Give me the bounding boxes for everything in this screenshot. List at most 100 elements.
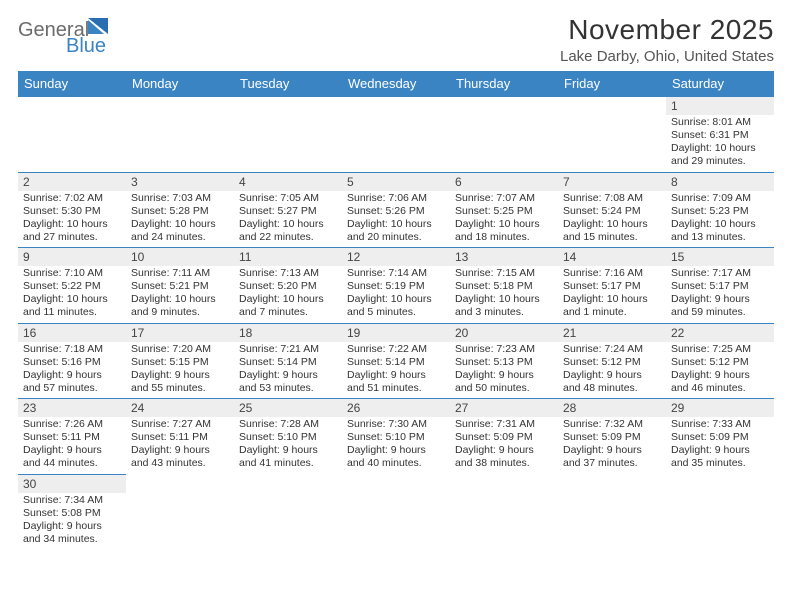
- sunrise-text: Sunrise: 7:23 AM: [455, 343, 553, 356]
- sunrise-text: Sunrise: 7:06 AM: [347, 192, 445, 205]
- daylight-text: Daylight: 9 hours: [23, 444, 121, 457]
- daylight-text: Daylight: 10 hours: [131, 293, 229, 306]
- sunrise-text: Sunrise: 7:13 AM: [239, 267, 337, 280]
- sunset-text: Sunset: 5:12 PM: [563, 356, 661, 369]
- day-number: 25: [234, 399, 342, 417]
- daylight-text: and 48 minutes.: [563, 382, 661, 395]
- sunset-text: Sunset: 5:17 PM: [563, 280, 661, 293]
- sunrise-text: Sunrise: 7:22 AM: [347, 343, 445, 356]
- calendar-cell: [450, 474, 558, 550]
- daylight-text: Daylight: 9 hours: [239, 369, 337, 382]
- calendar-cell: 17Sunrise: 7:20 AMSunset: 5:15 PMDayligh…: [126, 323, 234, 399]
- day-number: 10: [126, 248, 234, 266]
- day-number: 27: [450, 399, 558, 417]
- calendar-cell: 2Sunrise: 7:02 AMSunset: 5:30 PMDaylight…: [18, 172, 126, 248]
- calendar-cell: [666, 474, 774, 550]
- day-number: 21: [558, 324, 666, 342]
- calendar-row: 2Sunrise: 7:02 AMSunset: 5:30 PMDaylight…: [18, 172, 774, 248]
- calendar-cell: 13Sunrise: 7:15 AMSunset: 5:18 PMDayligh…: [450, 248, 558, 324]
- daylight-text: and 5 minutes.: [347, 306, 445, 319]
- calendar-cell: 4Sunrise: 7:05 AMSunset: 5:27 PMDaylight…: [234, 172, 342, 248]
- day-details: Sunrise: 7:05 AMSunset: 5:27 PMDaylight:…: [234, 191, 342, 248]
- day-details: Sunrise: 7:34 AMSunset: 5:08 PMDaylight:…: [18, 493, 126, 550]
- sunrise-text: Sunrise: 7:26 AM: [23, 418, 121, 431]
- calendar-cell: [342, 474, 450, 550]
- daylight-text: and 3 minutes.: [455, 306, 553, 319]
- day-details: Sunrise: 8:01 AMSunset: 6:31 PMDaylight:…: [666, 115, 774, 172]
- sunrise-text: Sunrise: 7:27 AM: [131, 418, 229, 431]
- calendar-cell: 29Sunrise: 7:33 AMSunset: 5:09 PMDayligh…: [666, 399, 774, 475]
- daylight-text: Daylight: 10 hours: [563, 293, 661, 306]
- calendar-cell: [342, 97, 450, 173]
- daylight-text: Daylight: 9 hours: [239, 444, 337, 457]
- day-number: 19: [342, 324, 450, 342]
- day-number: 14: [558, 248, 666, 266]
- sunset-text: Sunset: 5:22 PM: [23, 280, 121, 293]
- day-number: 8: [666, 173, 774, 191]
- daylight-text: Daylight: 9 hours: [131, 444, 229, 457]
- day-number: 11: [234, 248, 342, 266]
- daylight-text: and 29 minutes.: [671, 155, 769, 168]
- daylight-text: Daylight: 10 hours: [239, 218, 337, 231]
- day-details: Sunrise: 7:07 AMSunset: 5:25 PMDaylight:…: [450, 191, 558, 248]
- sunset-text: Sunset: 5:12 PM: [671, 356, 769, 369]
- day-details: Sunrise: 7:20 AMSunset: 5:15 PMDaylight:…: [126, 342, 234, 399]
- day-details: Sunrise: 7:03 AMSunset: 5:28 PMDaylight:…: [126, 191, 234, 248]
- daylight-text: Daylight: 10 hours: [239, 293, 337, 306]
- daylight-text: and 34 minutes.: [23, 533, 121, 546]
- logo-svg: General Blue: [18, 14, 138, 54]
- sunrise-text: Sunrise: 7:15 AM: [455, 267, 553, 280]
- daylight-text: and 38 minutes.: [455, 457, 553, 470]
- title-block: November 2025 Lake Darby, Ohio, United S…: [560, 14, 774, 65]
- daylight-text: and 22 minutes.: [239, 231, 337, 244]
- daylight-text: Daylight: 10 hours: [347, 293, 445, 306]
- day-details: Sunrise: 7:16 AMSunset: 5:17 PMDaylight:…: [558, 266, 666, 323]
- daylight-text: and 7 minutes.: [239, 306, 337, 319]
- day-details: Sunrise: 7:18 AMSunset: 5:16 PMDaylight:…: [18, 342, 126, 399]
- sunset-text: Sunset: 5:21 PM: [131, 280, 229, 293]
- daylight-text: Daylight: 10 hours: [455, 218, 553, 231]
- daylight-text: and 37 minutes.: [563, 457, 661, 470]
- day-number: 29: [666, 399, 774, 417]
- weekday-header-row: Sunday Monday Tuesday Wednesday Thursday…: [18, 71, 774, 97]
- day-details: Sunrise: 7:23 AMSunset: 5:13 PMDaylight:…: [450, 342, 558, 399]
- weekday-header: Saturday: [666, 71, 774, 97]
- sunrise-text: Sunrise: 7:07 AM: [455, 192, 553, 205]
- daylight-text: and 18 minutes.: [455, 231, 553, 244]
- daylight-text: Daylight: 9 hours: [671, 293, 769, 306]
- calendar-cell: 14Sunrise: 7:16 AMSunset: 5:17 PMDayligh…: [558, 248, 666, 324]
- sunset-text: Sunset: 5:28 PM: [131, 205, 229, 218]
- calendar-cell: 30Sunrise: 7:34 AMSunset: 5:08 PMDayligh…: [18, 474, 126, 550]
- day-number: 17: [126, 324, 234, 342]
- day-details: Sunrise: 7:15 AMSunset: 5:18 PMDaylight:…: [450, 266, 558, 323]
- sunrise-text: Sunrise: 7:14 AM: [347, 267, 445, 280]
- day-details: Sunrise: 7:17 AMSunset: 5:17 PMDaylight:…: [666, 266, 774, 323]
- daylight-text: Daylight: 9 hours: [23, 520, 121, 533]
- calendar-cell: 16Sunrise: 7:18 AMSunset: 5:16 PMDayligh…: [18, 323, 126, 399]
- calendar-cell: [558, 474, 666, 550]
- brand-logo: General Blue: [18, 14, 138, 54]
- day-details: Sunrise: 7:13 AMSunset: 5:20 PMDaylight:…: [234, 266, 342, 323]
- daylight-text: and 9 minutes.: [131, 306, 229, 319]
- sunset-text: Sunset: 5:17 PM: [671, 280, 769, 293]
- brand-word2: Blue: [66, 35, 106, 54]
- sunset-text: Sunset: 5:18 PM: [455, 280, 553, 293]
- day-number: 3: [126, 173, 234, 191]
- sunrise-text: Sunrise: 7:10 AM: [23, 267, 121, 280]
- daylight-text: Daylight: 9 hours: [671, 369, 769, 382]
- calendar-cell: 1Sunrise: 8:01 AMSunset: 6:31 PMDaylight…: [666, 97, 774, 173]
- sunset-text: Sunset: 5:09 PM: [455, 431, 553, 444]
- calendar-row: 16Sunrise: 7:18 AMSunset: 5:16 PMDayligh…: [18, 323, 774, 399]
- day-number: 5: [342, 173, 450, 191]
- day-number: 15: [666, 248, 774, 266]
- daylight-text: Daylight: 10 hours: [455, 293, 553, 306]
- weekday-header: Wednesday: [342, 71, 450, 97]
- daylight-text: Daylight: 10 hours: [671, 142, 769, 155]
- sunset-text: Sunset: 5:30 PM: [23, 205, 121, 218]
- day-number: 9: [18, 248, 126, 266]
- sunrise-text: Sunrise: 7:24 AM: [563, 343, 661, 356]
- day-details: Sunrise: 7:10 AMSunset: 5:22 PMDaylight:…: [18, 266, 126, 323]
- day-number: 24: [126, 399, 234, 417]
- sunrise-text: Sunrise: 7:32 AM: [563, 418, 661, 431]
- daylight-text: Daylight: 9 hours: [671, 444, 769, 457]
